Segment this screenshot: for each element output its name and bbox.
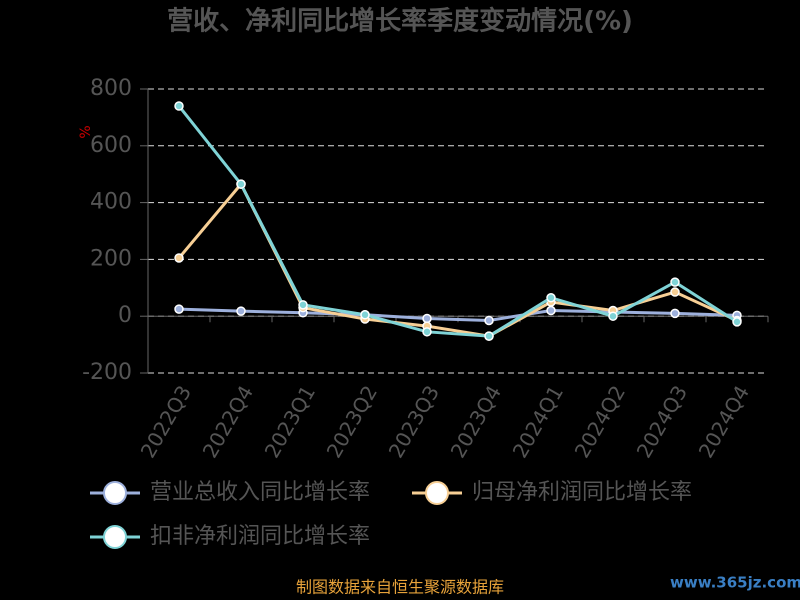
- point: [670, 308, 680, 319]
- point: [236, 306, 246, 316]
- point: [174, 253, 184, 263]
- point: [360, 310, 370, 320]
- point: [422, 313, 432, 324]
- y-tick-label: 800: [90, 76, 132, 101]
- point: [484, 331, 494, 341]
- point: [608, 311, 618, 321]
- point: [484, 315, 494, 326]
- y-tick-label: -200: [82, 360, 132, 385]
- series-line: [177, 105, 738, 338]
- point: [236, 179, 246, 189]
- point: [732, 317, 742, 327]
- y-tick-label: 200: [90, 246, 132, 271]
- chart-title: 营收、净利同比增长率季度变动情况(%): [167, 6, 633, 37]
- y-tick-label: 600: [90, 133, 132, 158]
- legend-label: 扣非净利润同比增长率: [150, 524, 370, 549]
- point: [670, 277, 680, 287]
- legend-label: 归母净利润同比增长率: [472, 480, 692, 505]
- series-line: [178, 307, 738, 322]
- legend-marker: [103, 525, 127, 549]
- point: [546, 292, 556, 303]
- point: [422, 327, 432, 337]
- legend-marker: [425, 481, 449, 505]
- y-tick-label: 0: [118, 303, 132, 328]
- point: [298, 300, 308, 310]
- point: [174, 304, 184, 314]
- watermark: www.365jz.com: [670, 574, 800, 592]
- point: [174, 101, 184, 111]
- legend-label: 营业总收入同比增长率: [150, 480, 370, 505]
- source: 制图数据来自恒生聚源数据库: [296, 578, 504, 597]
- point: [546, 305, 556, 316]
- y-unit: %: [78, 125, 94, 138]
- point: [670, 287, 680, 297]
- legend-marker: [103, 481, 127, 505]
- y-tick-label: 400: [90, 190, 132, 215]
